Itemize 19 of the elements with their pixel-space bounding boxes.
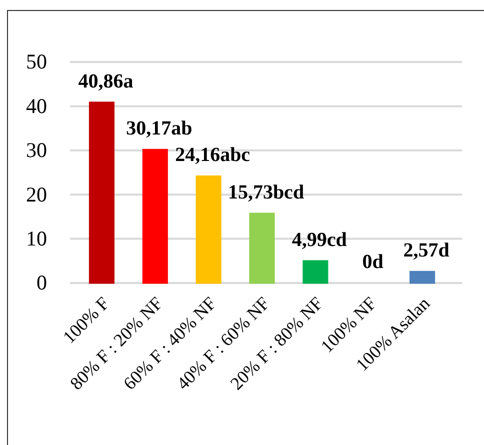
data-label: 40,86a: [78, 70, 134, 92]
bar: [249, 212, 275, 284]
bar: [196, 175, 222, 284]
data-label: 15,73bcd: [228, 181, 304, 204]
y-tick-label: 50: [26, 50, 47, 74]
bar: [410, 270, 436, 284]
data-label: 4,99cd: [292, 228, 347, 251]
bar: [88, 102, 114, 284]
bar: [302, 260, 328, 284]
y-tick-label: 10: [26, 226, 47, 251]
y-tick-label: 0: [36, 270, 47, 295]
data-label: 24,16abc: [175, 144, 250, 166]
data-label: 30,17ab: [126, 118, 192, 140]
bar: [142, 148, 168, 284]
y-tick-label: 20: [26, 182, 47, 206]
data-label: 2,57d: [403, 240, 450, 262]
y-tick-label: 30: [26, 138, 47, 162]
data-label: 0d: [362, 251, 384, 273]
y-tick-label: 40: [26, 94, 47, 118]
